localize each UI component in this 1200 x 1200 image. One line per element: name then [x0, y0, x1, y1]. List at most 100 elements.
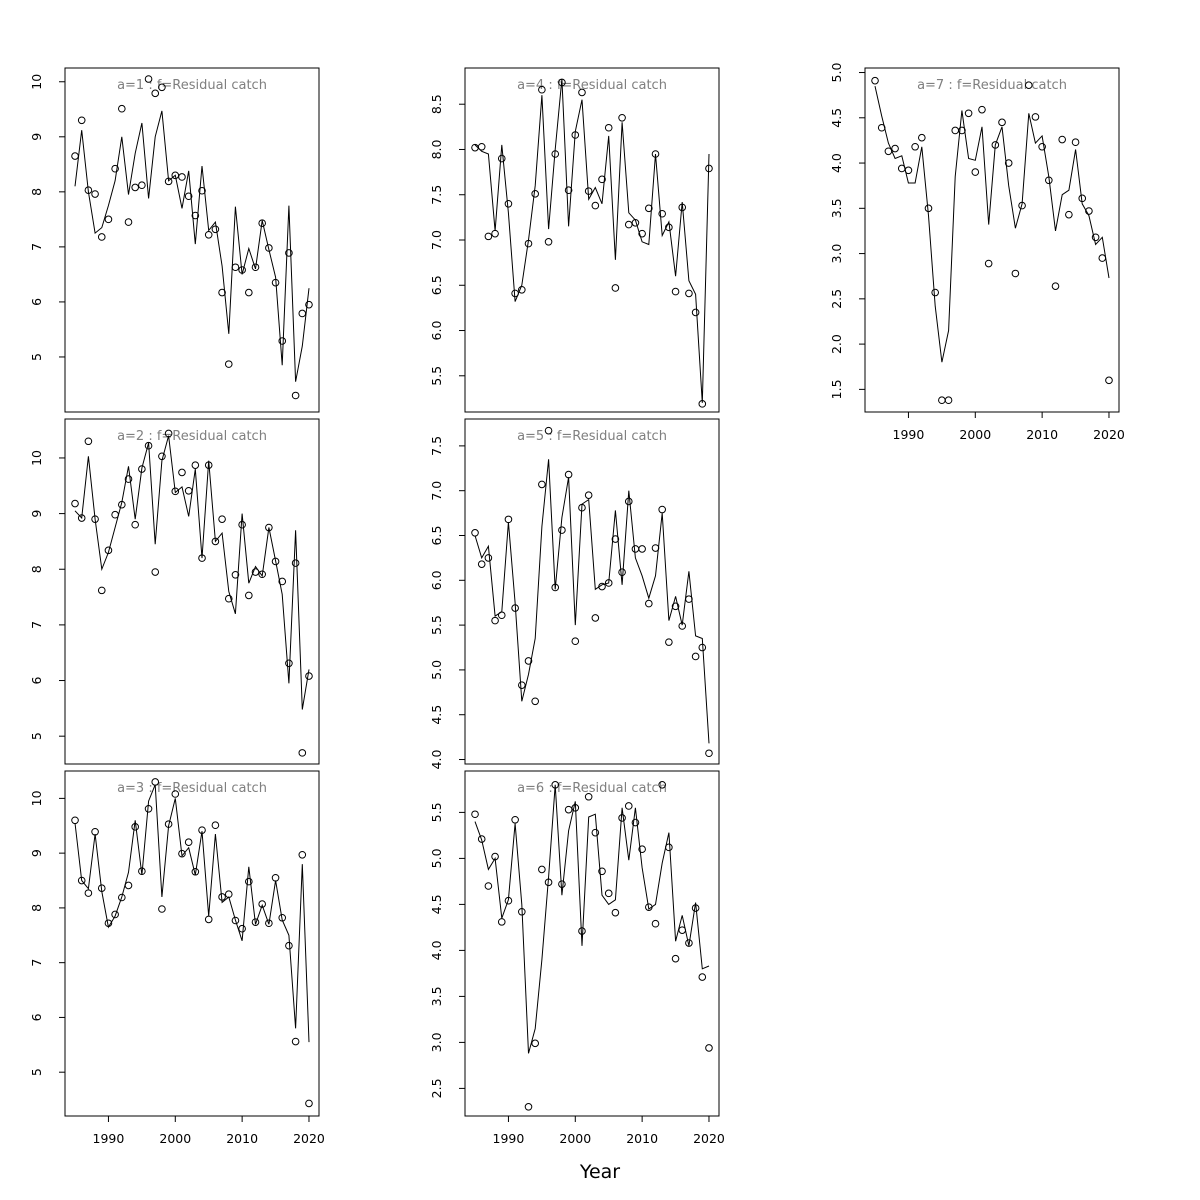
- y-tick-label: 10: [29, 790, 44, 806]
- observed-point: [231, 916, 240, 925]
- observed-point: [211, 821, 220, 830]
- observed-point: [131, 183, 139, 192]
- panel-a6: a=6 : f=Residual catch 2.5 3.0 3.5 4.0 4.5 5.0…: [429, 770, 725, 1146]
- observed-point: [951, 126, 960, 135]
- observed-point: [998, 118, 1006, 127]
- observed-point: [158, 905, 166, 913]
- observed-point: [111, 910, 119, 919]
- observed-point: [618, 113, 626, 122]
- observed-point: [524, 1103, 533, 1111]
- observed-point: [604, 889, 613, 898]
- observed-point: [305, 1099, 313, 1108]
- y-tick-label: 8: [29, 565, 44, 573]
- observed-point: [571, 804, 580, 812]
- observed-point: [285, 659, 293, 668]
- fitted-line: [474, 459, 710, 744]
- observed-point: [144, 804, 153, 813]
- fitted-line: [74, 435, 310, 710]
- y-tick-label: 7: [29, 959, 44, 967]
- observed-point: [1058, 135, 1066, 144]
- observed-point: [144, 75, 153, 83]
- observed-point: [471, 810, 479, 819]
- observed-point: [251, 918, 260, 926]
- observed-point: [171, 487, 180, 496]
- observed-point: [685, 289, 693, 298]
- observed-point: [564, 470, 573, 479]
- observed-point: [938, 396, 946, 405]
- observed-point: [964, 109, 973, 118]
- observed-point: [551, 781, 560, 789]
- observed-point: [497, 918, 506, 926]
- observed-point: [504, 199, 513, 208]
- observed-point: [564, 186, 573, 195]
- y-tick-label: 5.5: [429, 802, 444, 822]
- observed-point: [558, 880, 566, 888]
- x-tick-label: 2000: [159, 1131, 191, 1146]
- y-tick-label: 4.5: [829, 108, 844, 128]
- observed-point: [151, 568, 160, 576]
- panel-title: a=6 : f=Residual catch: [517, 781, 667, 796]
- observed-point: [131, 520, 139, 529]
- observed-point: [158, 452, 166, 461]
- observed-point: [164, 429, 173, 438]
- observed-point: [631, 545, 640, 553]
- panel-frame: [864, 67, 1120, 413]
- fitted-line: [74, 784, 310, 1043]
- observed-point: [271, 873, 280, 882]
- observed-point: [238, 520, 246, 529]
- observed-point: [298, 309, 307, 318]
- observed-point: [624, 497, 633, 506]
- observed-point: [84, 186, 93, 194]
- observed-point: [891, 144, 899, 153]
- y-tick-label: 7.0: [429, 230, 444, 250]
- observed-point: [71, 816, 79, 825]
- x-tick-label: 2010: [1026, 427, 1058, 442]
- panel-frame: [64, 67, 320, 413]
- observed-point: [624, 802, 633, 810]
- observed-point: [651, 919, 660, 928]
- y-tick-label: 5.5: [429, 615, 444, 635]
- y-tick-label: 9: [29, 510, 44, 518]
- y-tick-label: 6.5: [429, 526, 444, 546]
- x-tick-label: 2020: [1093, 427, 1125, 442]
- observed-point: [265, 919, 273, 928]
- observed-point: [305, 672, 313, 680]
- y-tick-label: 6.0: [429, 570, 444, 590]
- panel-a5: a=5 : f=Residual catch 4.0 4.5 5.0 5.5 6.0 6.5…: [429, 418, 720, 769]
- y-tick-label: 7.5: [429, 436, 444, 456]
- observed-point: [191, 211, 200, 220]
- observed-point: [218, 515, 226, 523]
- observed-point: [918, 133, 926, 142]
- observed-point: [171, 790, 180, 798]
- observed-point: [518, 681, 526, 689]
- observed-point: [291, 391, 300, 400]
- observed-point: [84, 437, 93, 446]
- observed-point: [518, 907, 526, 916]
- y-tick-label: 8.0: [429, 139, 444, 159]
- y-tick-label: 2.0: [829, 334, 844, 354]
- fitted-line: [474, 784, 710, 1054]
- observed-point: [124, 475, 133, 483]
- observed-point: [204, 230, 213, 239]
- observed-point: [598, 867, 606, 876]
- panel-frame: [464, 418, 720, 765]
- observed-point: [224, 360, 233, 368]
- observed-point: [1011, 269, 1020, 278]
- observed-point: [665, 223, 673, 232]
- observed-point: [1078, 194, 1087, 203]
- observed-point: [504, 515, 513, 524]
- observed-point: [278, 913, 287, 922]
- observed-point: [218, 893, 226, 901]
- observed-point: [511, 289, 519, 298]
- observed-point: [931, 288, 939, 297]
- observed-point: [638, 845, 646, 854]
- observed-point: [591, 614, 600, 622]
- observed-point: [651, 150, 660, 158]
- observed-point: [218, 288, 226, 297]
- observed-point: [558, 78, 566, 87]
- observed-point: [184, 192, 193, 201]
- x-tick-label: 1990: [493, 1131, 525, 1146]
- observed-point: [578, 88, 586, 97]
- y-tick-label: 6: [29, 1013, 44, 1021]
- observed-point: [678, 203, 687, 212]
